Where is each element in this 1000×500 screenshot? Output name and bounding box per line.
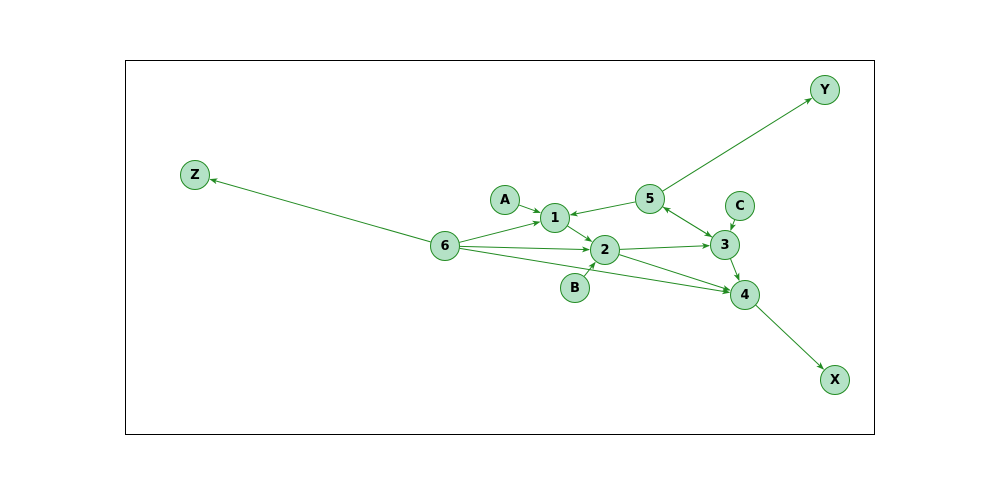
- node-Z: Z: [180, 160, 210, 190]
- edge-5-Y: [663, 98, 812, 191]
- node-label: A: [500, 193, 510, 208]
- node-X: X: [820, 365, 850, 395]
- edge-5-3: [663, 207, 712, 237]
- node-label: 3: [720, 238, 729, 253]
- edge-2-4: [619, 255, 729, 291]
- node-2: 2: [590, 235, 620, 265]
- node-Y: Y: [810, 75, 840, 105]
- node-A: A: [490, 185, 520, 215]
- edge-3-4: [731, 259, 739, 280]
- edge-C-3: [731, 220, 735, 230]
- edge-5-1: [571, 202, 636, 215]
- node-1: 1: [540, 203, 570, 233]
- node-label: 1: [550, 211, 559, 226]
- node-label: Y: [820, 83, 829, 98]
- edge-2-3: [620, 246, 709, 250]
- node-label: 5: [645, 192, 654, 207]
- node-label: 2: [600, 243, 609, 258]
- node-label: B: [570, 281, 580, 296]
- edge-6-Z: [210, 179, 430, 242]
- node-label: 6: [440, 239, 449, 254]
- node-label: C: [735, 199, 745, 214]
- node-6: 6: [430, 231, 460, 261]
- node-5: 5: [635, 184, 665, 214]
- node-C: C: [725, 191, 755, 221]
- edge-1-2: [568, 226, 592, 241]
- node-label: 4: [740, 288, 749, 303]
- edge-6-1: [460, 222, 540, 242]
- edge-4-X: [756, 305, 823, 369]
- node-3: 3: [710, 230, 740, 260]
- node-B: B: [560, 273, 590, 303]
- graph-edges-layer: [0, 0, 1000, 500]
- node-label: X: [830, 373, 840, 388]
- node-label: Z: [190, 168, 199, 183]
- node-4: 4: [730, 280, 760, 310]
- edge-6-2: [460, 246, 589, 249]
- edge-A-1: [519, 205, 540, 212]
